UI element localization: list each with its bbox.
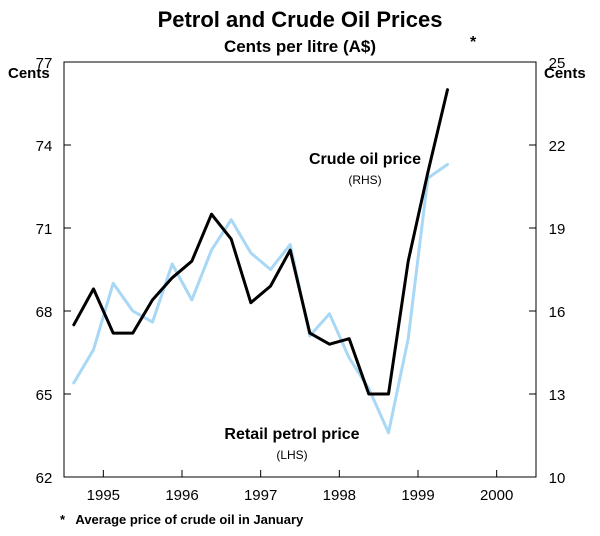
annotation-crude-oil: Crude oil price xyxy=(309,151,421,168)
chart-subtitle: Cents per litre (A$) xyxy=(224,37,376,56)
right-axis-unit: Cents xyxy=(544,65,586,82)
footnote: * Average price of crude oil in January xyxy=(60,512,304,527)
x-tick-label: 1997 xyxy=(244,487,277,504)
left-tick-label: 74 xyxy=(36,138,53,155)
annotation-asterisk: * xyxy=(470,34,477,51)
right-tick-label: 25 xyxy=(549,55,566,72)
right-tick-label: 19 xyxy=(549,221,566,238)
x-tick-label: 1998 xyxy=(323,487,356,504)
x-tick-label: 2000 xyxy=(480,487,513,504)
left-tick-label: 77 xyxy=(36,55,53,72)
annotation-retail-petrol-sub: (LHS) xyxy=(276,448,307,462)
left-tick-label: 65 xyxy=(36,387,53,404)
left-tick-label: 71 xyxy=(36,221,53,238)
right-tick-label: 22 xyxy=(549,138,566,155)
left-axis-unit: Cents xyxy=(8,65,50,82)
left-tick-label: 62 xyxy=(36,470,53,487)
series-line-crude-oil xyxy=(72,88,449,396)
right-tick-label: 16 xyxy=(549,304,566,321)
series-line-retail-petrol xyxy=(72,162,449,435)
right-tick-label: 13 xyxy=(549,387,566,404)
chart-title: Petrol and Crude Oil Prices xyxy=(158,7,443,32)
left-tick-label: 68 xyxy=(36,304,53,321)
plot-frame xyxy=(63,61,537,478)
x-axis: 1995 1996 1997 1998 1999 2000 xyxy=(87,470,513,504)
annotation-retail-petrol: Retail petrol price xyxy=(224,426,359,443)
left-y-axis: 62 65 68 71 74 77 xyxy=(36,55,71,487)
right-y-axis: 10 13 16 19 22 25 xyxy=(529,55,565,487)
annotation-crude-oil-sub: (RHS) xyxy=(348,173,381,187)
right-tick-label: 10 xyxy=(549,470,566,487)
x-tick-label: 1999 xyxy=(401,487,434,504)
x-tick-label: 1996 xyxy=(165,487,198,504)
x-tick-label: 1995 xyxy=(87,487,120,504)
